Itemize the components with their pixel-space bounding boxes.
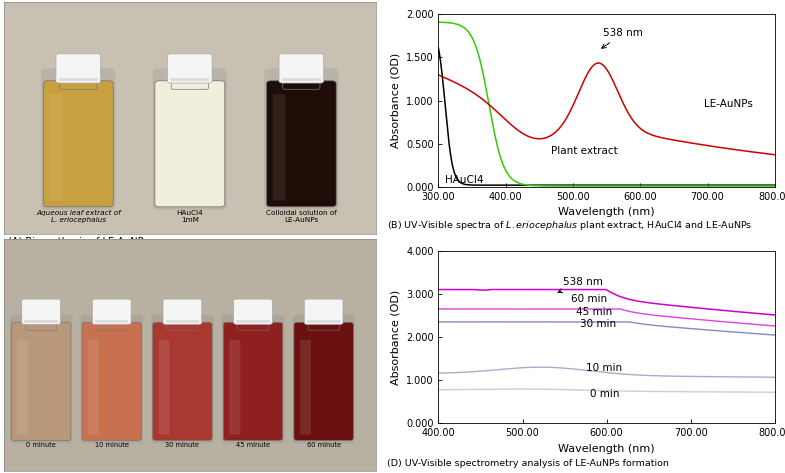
FancyBboxPatch shape <box>308 318 339 330</box>
FancyBboxPatch shape <box>293 315 355 443</box>
FancyBboxPatch shape <box>300 340 311 435</box>
Text: Plant extract: Plant extract <box>551 146 619 156</box>
Text: LE-AuNPs: LE-AuNPs <box>704 99 753 109</box>
Text: 0 minute: 0 minute <box>26 442 56 447</box>
FancyBboxPatch shape <box>171 75 208 89</box>
FancyBboxPatch shape <box>223 322 283 440</box>
Bar <box>282 79 321 81</box>
Y-axis label: Absorbance (OD): Absorbance (OD) <box>390 53 400 148</box>
Bar <box>24 320 58 323</box>
FancyBboxPatch shape <box>294 322 353 440</box>
FancyBboxPatch shape <box>265 69 338 210</box>
FancyBboxPatch shape <box>155 81 225 207</box>
Text: 45 min: 45 min <box>575 307 612 316</box>
FancyBboxPatch shape <box>279 54 323 83</box>
FancyBboxPatch shape <box>60 75 97 89</box>
FancyBboxPatch shape <box>88 340 99 435</box>
Text: 60 min: 60 min <box>571 294 608 304</box>
Text: (B) UV-Visible spectra of $\it{L. eriocephalus}$ plant extract, HAuCl4 and LE-Au: (B) UV-Visible spectra of $\it{L. erioce… <box>388 219 753 232</box>
Text: 10 min: 10 min <box>586 363 622 373</box>
FancyBboxPatch shape <box>17 340 28 435</box>
FancyBboxPatch shape <box>56 54 100 83</box>
Text: 30 min: 30 min <box>579 319 616 330</box>
Bar <box>236 320 270 323</box>
Text: Aqueous leaf extract of
L. eriocephalus: Aqueous leaf extract of L. eriocephalus <box>36 210 121 223</box>
FancyBboxPatch shape <box>152 322 212 440</box>
FancyBboxPatch shape <box>237 318 268 330</box>
FancyBboxPatch shape <box>152 315 214 443</box>
FancyBboxPatch shape <box>152 69 227 210</box>
FancyBboxPatch shape <box>25 318 57 330</box>
FancyBboxPatch shape <box>305 299 343 324</box>
Text: HAuCl4: HAuCl4 <box>445 175 484 184</box>
X-axis label: Wavelength (nm): Wavelength (nm) <box>558 207 655 217</box>
FancyBboxPatch shape <box>166 318 198 330</box>
Bar <box>307 320 341 323</box>
Text: 30 minute: 30 minute <box>166 442 199 447</box>
FancyBboxPatch shape <box>11 322 71 440</box>
FancyBboxPatch shape <box>81 315 143 443</box>
FancyBboxPatch shape <box>222 315 284 443</box>
Text: Colloidal solution of
LE-AuNPs: Colloidal solution of LE-AuNPs <box>266 210 337 223</box>
Bar <box>170 79 209 81</box>
X-axis label: Wavelength (nm): Wavelength (nm) <box>558 444 655 454</box>
Text: 0 min: 0 min <box>590 388 619 399</box>
Text: 10 minute: 10 minute <box>95 442 129 447</box>
FancyBboxPatch shape <box>43 81 113 207</box>
FancyBboxPatch shape <box>283 75 320 89</box>
FancyBboxPatch shape <box>41 69 115 210</box>
Text: 538 nm: 538 nm <box>558 277 603 293</box>
Text: (A) Biosynthesis of LE-AuNPs: (A) Biosynthesis of LE-AuNPs <box>8 236 148 246</box>
FancyBboxPatch shape <box>272 94 286 201</box>
FancyBboxPatch shape <box>234 299 272 324</box>
FancyBboxPatch shape <box>163 299 202 324</box>
Bar <box>166 320 199 323</box>
FancyBboxPatch shape <box>22 299 60 324</box>
FancyBboxPatch shape <box>159 340 170 435</box>
Text: 45 minute: 45 minute <box>236 442 270 447</box>
Text: HAuCl4
1mM: HAuCl4 1mM <box>177 210 203 223</box>
FancyBboxPatch shape <box>229 340 240 435</box>
FancyBboxPatch shape <box>96 318 127 330</box>
Text: 538 nm: 538 nm <box>602 28 643 48</box>
FancyBboxPatch shape <box>93 299 131 324</box>
Bar <box>59 79 97 81</box>
FancyBboxPatch shape <box>167 54 212 83</box>
Text: 60 minute: 60 minute <box>307 442 341 447</box>
FancyBboxPatch shape <box>10 315 72 443</box>
FancyBboxPatch shape <box>266 81 336 207</box>
FancyBboxPatch shape <box>82 322 141 440</box>
Bar <box>95 320 129 323</box>
Y-axis label: Absorbance (OD): Absorbance (OD) <box>390 289 400 385</box>
Text: (D) UV-Visible spectrometry analysis of LE-AuNPs formation: (D) UV-Visible spectrometry analysis of … <box>388 459 670 468</box>
FancyBboxPatch shape <box>49 94 63 201</box>
